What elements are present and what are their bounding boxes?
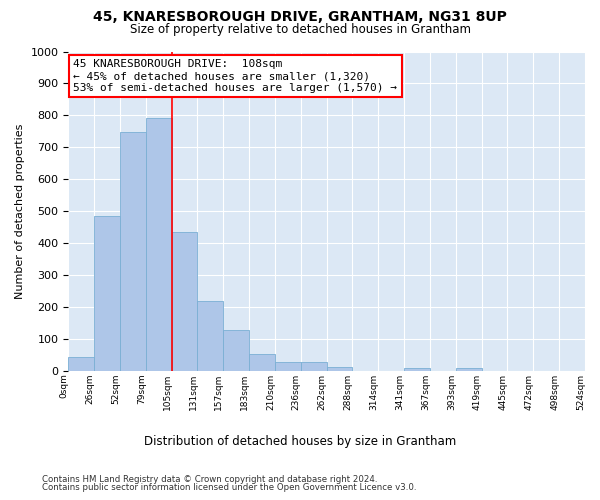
Bar: [326, 367, 352, 371]
Y-axis label: Number of detached properties: Number of detached properties: [15, 124, 25, 299]
Bar: [301, 362, 326, 371]
Bar: [120, 132, 146, 371]
Bar: [68, 358, 94, 371]
Text: Contains HM Land Registry data © Crown copyright and database right 2024.: Contains HM Land Registry data © Crown c…: [42, 475, 377, 484]
Bar: [275, 362, 301, 371]
Text: 45 KNARESBOROUGH DRIVE:  108sqm
← 45% of detached houses are smaller (1,320)
53%: 45 KNARESBOROUGH DRIVE: 108sqm ← 45% of …: [73, 60, 397, 92]
Text: Contains public sector information licensed under the Open Government Licence v3: Contains public sector information licen…: [42, 482, 416, 492]
Text: Size of property relative to detached houses in Grantham: Size of property relative to detached ho…: [130, 22, 470, 36]
Bar: [146, 118, 172, 371]
Bar: [94, 216, 120, 371]
Bar: [197, 301, 223, 371]
Text: Distribution of detached houses by size in Grantham: Distribution of detached houses by size …: [144, 435, 456, 448]
Bar: [249, 354, 275, 371]
Bar: [223, 330, 249, 371]
Text: 45, KNARESBOROUGH DRIVE, GRANTHAM, NG31 8UP: 45, KNARESBOROUGH DRIVE, GRANTHAM, NG31 …: [93, 10, 507, 24]
Bar: [456, 368, 482, 371]
Bar: [404, 368, 430, 371]
Bar: [172, 232, 197, 371]
